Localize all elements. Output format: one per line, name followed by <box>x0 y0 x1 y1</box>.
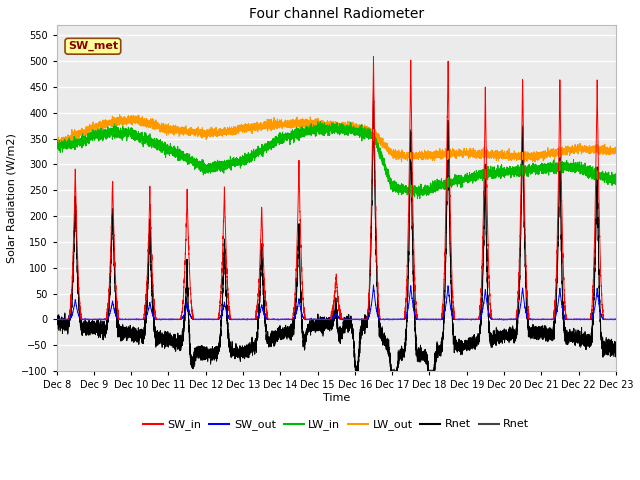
Title: Four channel Radiometer: Four channel Radiometer <box>249 7 424 21</box>
Legend: SW_in, SW_out, LW_in, LW_out, Rnet, Rnet: SW_in, SW_out, LW_in, LW_out, Rnet, Rnet <box>139 415 534 435</box>
X-axis label: Time: Time <box>323 393 350 403</box>
Text: SW_met: SW_met <box>68 41 118 51</box>
Y-axis label: Solar Radiation (W/m2): Solar Radiation (W/m2) <box>7 133 17 263</box>
